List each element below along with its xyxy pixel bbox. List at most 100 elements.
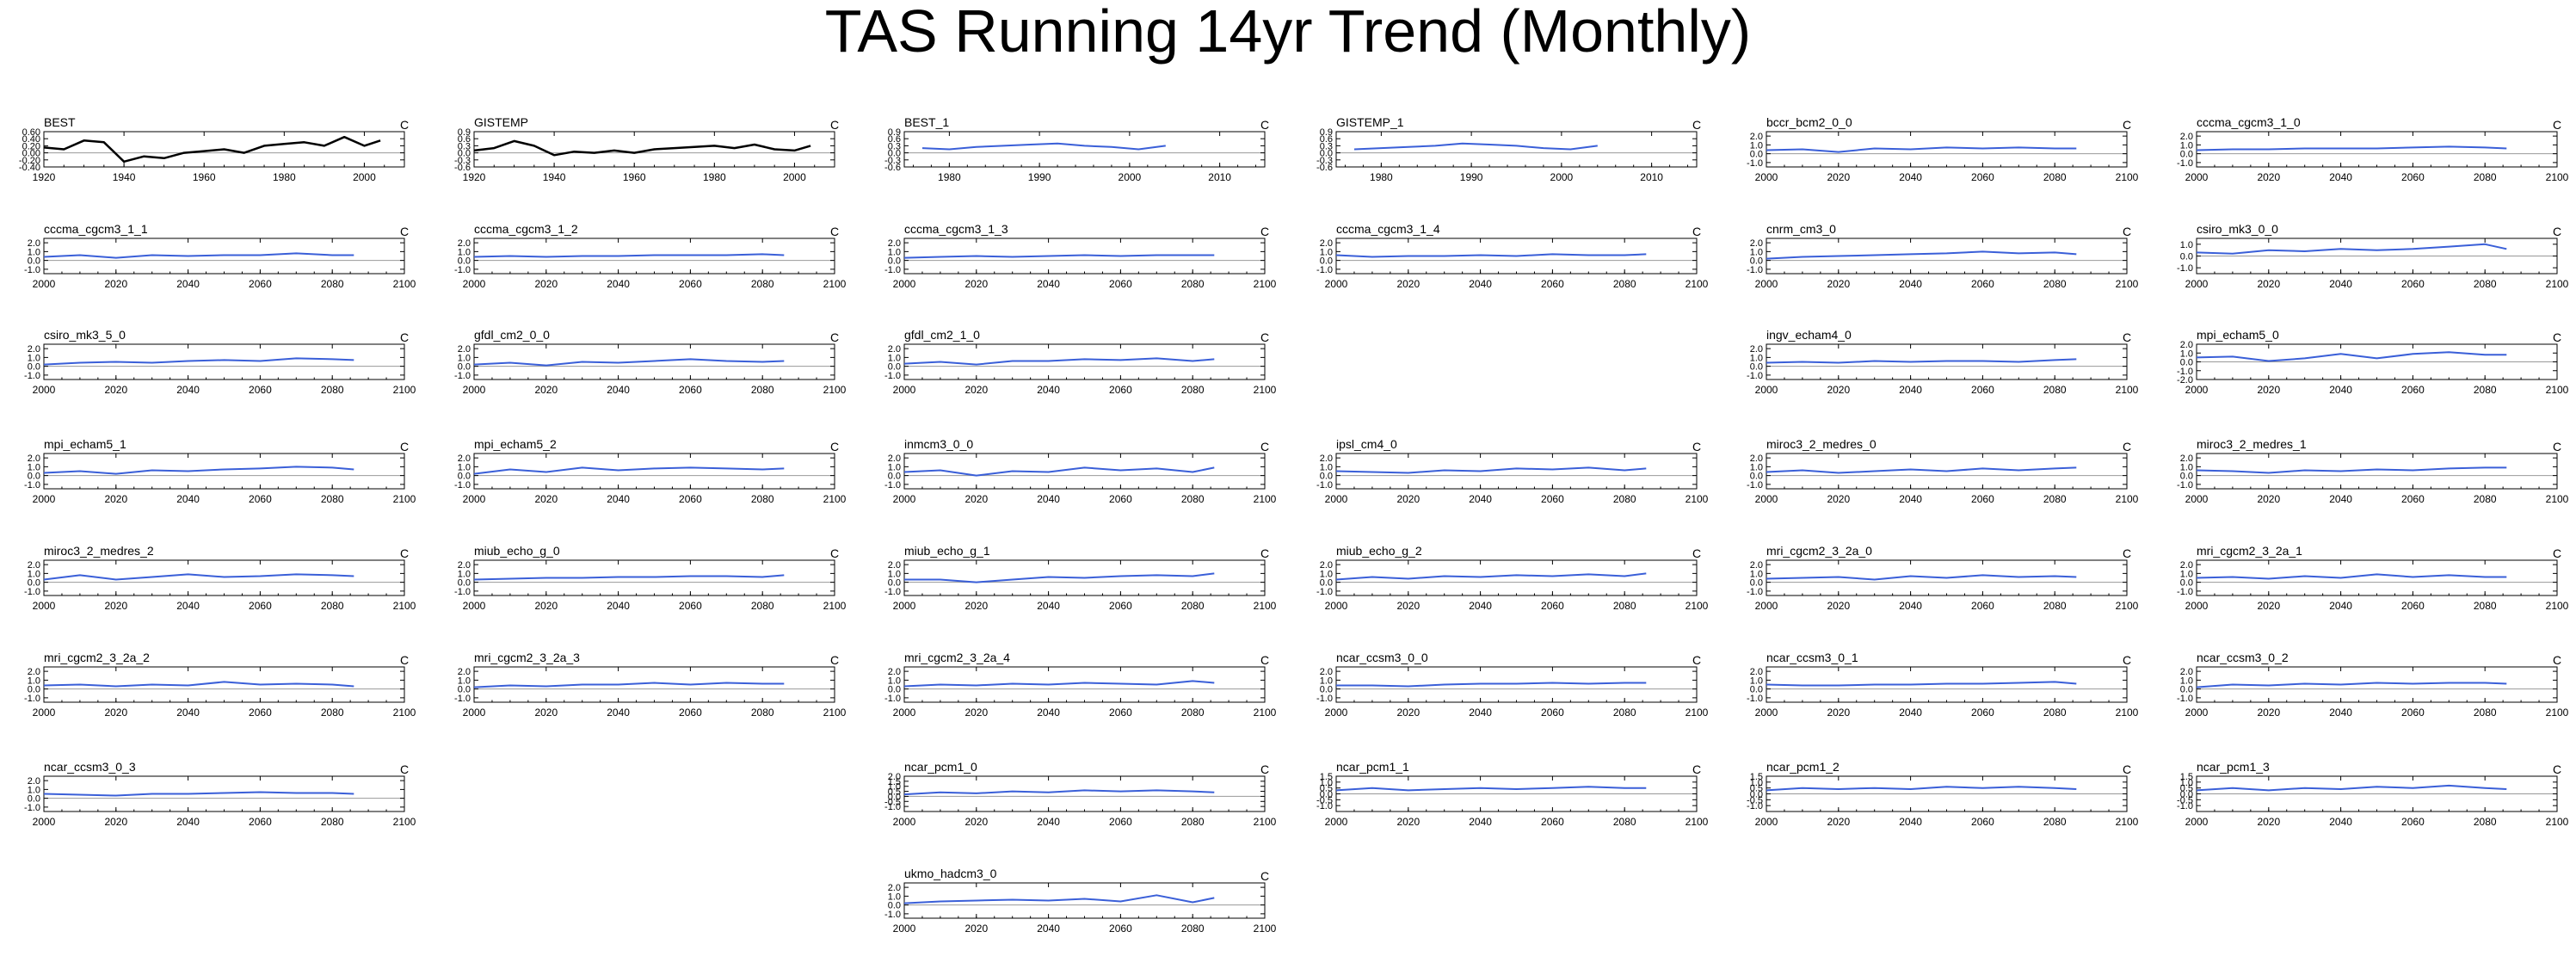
chart-panel: ncar_ccsm3_0_2 C 2000 2020 2040 2060 2080 2100 -…: [2177, 651, 2569, 719]
x-tick-label: 2100: [2546, 707, 2569, 719]
y-tick-label: 1.0: [888, 353, 901, 363]
x-tick-label: 2100: [1254, 278, 1277, 290]
unit-label: C: [1692, 118, 1701, 132]
y-tick-label: -1.0: [1747, 371, 1763, 381]
chart-panel: gfdl_cm2_1_0 C 2000 2020 2040 2060 2080 2100 -1.…: [884, 328, 1277, 396]
x-tick-label: 2060: [2401, 707, 2425, 719]
series-line: [1335, 466, 1647, 474]
y-tick-label: 2.0: [1320, 560, 1333, 571]
panel-title: mpi_echam5_1: [44, 437, 126, 451]
x-tick-label: 2040: [1037, 707, 1060, 719]
x-tick-label: 2040: [1037, 816, 1060, 828]
x-tick-label: 2000: [1550, 171, 1574, 183]
x-tick-label: 2080: [2043, 493, 2067, 505]
y-tick-label: 0.0: [1320, 472, 1333, 482]
x-tick-label: 2100: [1685, 707, 1709, 719]
x-tick-label: 2080: [1613, 707, 1636, 719]
x-tick-label: 2100: [823, 493, 847, 505]
unit-label: C: [2553, 440, 2561, 454]
chart-panel: ncar_pcm1_0 C 2000 2020 2040 2060 2080 2100 -1.0…: [884, 760, 1277, 828]
y-tick-label: 0.5: [1750, 784, 1763, 794]
x-tick-label: 2000: [893, 384, 916, 396]
x-tick-label: 2020: [1396, 278, 1420, 290]
series-line: [473, 253, 785, 258]
x-tick-label: 2040: [2329, 384, 2352, 396]
series-line: [1766, 250, 2077, 260]
x-tick-label: 2080: [1613, 278, 1636, 290]
series-line: [1336, 682, 1647, 688]
x-tick-label: 2020: [1396, 600, 1420, 612]
x-tick-label: 2080: [2043, 278, 2067, 290]
series-line: [903, 357, 1215, 366]
y-tick-label: 0.0: [1320, 149, 1333, 159]
panel-title: ncar_pcm1_2: [1766, 760, 1840, 774]
x-tick-label: 2020: [1396, 493, 1420, 505]
y-tick-label: 0.0: [888, 256, 901, 267]
y-tick-label: 1.0: [888, 782, 901, 793]
x-tick-label: 2040: [1899, 707, 1922, 719]
x-tick-label: 1980: [1370, 171, 1393, 183]
y-tick-label: 0.0: [1320, 578, 1333, 589]
unit-label: C: [1692, 225, 1701, 238]
x-tick-label: 2060: [1541, 278, 1564, 290]
x-tick-label: 2060: [1541, 707, 1564, 719]
y-tick-label: 0.0: [458, 578, 471, 589]
y-tick-label: -1.0: [454, 371, 471, 381]
x-tick-label: 2100: [1254, 600, 1277, 612]
x-tick-label: 2080: [1181, 384, 1205, 396]
unit-label: C: [1260, 330, 1269, 344]
x-tick-label: 2080: [751, 278, 774, 290]
panel-title: mri_cgcm2_3_2a_4: [904, 651, 1010, 664]
x-tick-label: 1960: [623, 171, 646, 183]
unit-label: C: [400, 330, 409, 344]
y-tick-label: 2.0: [2180, 560, 2193, 571]
x-tick-label: 2040: [176, 493, 200, 505]
plot-frame: [43, 453, 405, 490]
x-tick-label: 2020: [2257, 707, 2280, 719]
x-tick-label: 2000: [893, 493, 916, 505]
unit-label: C: [2553, 762, 2561, 776]
y-tick-label: 1.0: [1320, 462, 1333, 472]
y-tick-label: 0.0: [28, 685, 40, 695]
x-tick-label: 2060: [249, 816, 272, 828]
x-tick-label: 2000: [2185, 278, 2209, 290]
y-tick-label: -1.0: [2177, 587, 2193, 597]
y-tick-label: 1.0: [28, 676, 40, 686]
unit-label: C: [2123, 653, 2131, 667]
x-tick-label: 2020: [964, 707, 988, 719]
x-tick-label: 2040: [607, 493, 630, 505]
chart-panel: cccma_cgcm3_1_4 C 2000 2020 2040 2060 2080 2100…: [1316, 222, 1709, 290]
y-tick-label: 1.0: [28, 462, 40, 472]
x-tick-label: 2000: [33, 493, 56, 505]
x-tick-label: 2100: [823, 707, 847, 719]
y-tick-label: 1.0: [1320, 778, 1333, 788]
x-tick-label: 2100: [2546, 278, 2569, 290]
x-tick-label: 2100: [2546, 600, 2569, 612]
x-tick-label: 2020: [964, 923, 988, 935]
y-tick-label: 2.0: [28, 344, 40, 355]
unit-label: C: [2553, 546, 2561, 560]
x-tick-label: 2020: [1396, 707, 1420, 719]
series-line: [1766, 681, 2077, 687]
unit-label: C: [830, 330, 839, 344]
y-tick-label: 1.0: [1320, 676, 1333, 686]
y-tick-label: 2.0: [888, 667, 901, 677]
series-line: [1766, 358, 2077, 364]
x-tick-label: 2000: [2185, 493, 2209, 505]
x-tick-label: 2100: [2116, 816, 2139, 828]
chart-panel: bccr_bcm2_0_0 C 2000 2020 2040 2060 2080 2100 -1…: [1747, 115, 2139, 183]
y-tick-label: 1.5: [2180, 772, 2193, 782]
chart-panel: miub_echo_g_1 C 2000 2020 2040 2060 2080 2100 -1…: [884, 544, 1277, 612]
x-tick-label: 2060: [1109, 600, 1132, 612]
x-tick-label: 2080: [321, 600, 344, 612]
y-tick-label: 1.0: [1320, 569, 1333, 579]
panel-title: mri_cgcm2_3_2a_0: [1766, 544, 1872, 558]
x-tick-label: 2000: [463, 493, 486, 505]
y-tick-label: 2.0: [458, 238, 471, 249]
unit-label: C: [400, 653, 409, 667]
y-tick-label: 1.0: [1750, 778, 1763, 788]
y-tick-label: 2.0: [888, 238, 901, 249]
chart-panel: mri_cgcm2_3_2a_3 C 2000 2020 2040 2060 2080 210…: [454, 651, 847, 719]
y-tick-label: 2.0: [2180, 132, 2193, 142]
panel-title: ncar_ccsm3_0_0: [1336, 651, 1428, 664]
